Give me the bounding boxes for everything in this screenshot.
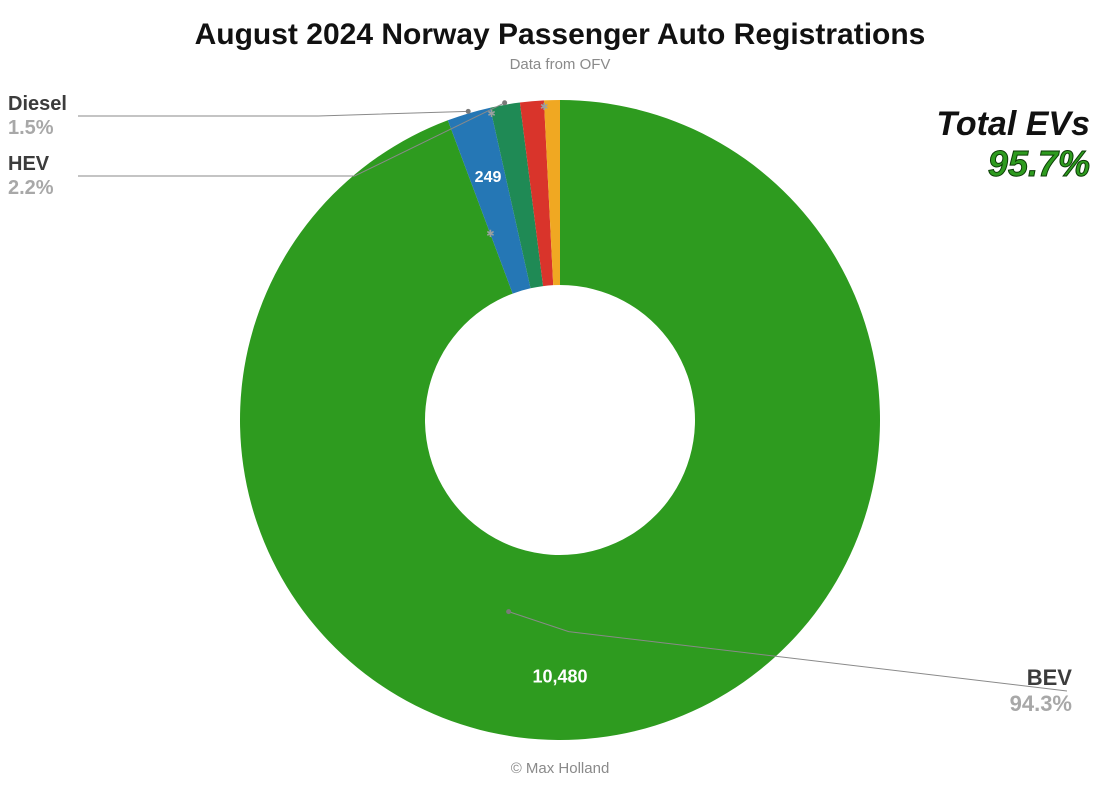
marker-star: ✱ [486, 229, 494, 240]
callout-pct-diesel: 1.5% [8, 117, 54, 139]
callout-label-diesel: Diesel [8, 93, 67, 115]
slice-value-bev: 10,480 [532, 666, 587, 686]
callout-line-diesel [78, 111, 468, 116]
slice-value-diesel: 249 [475, 169, 502, 186]
total-evs-label: Total EVs [936, 105, 1090, 144]
callout-pct-bev: 94.3% [1010, 691, 1072, 716]
callout-dot-bev [506, 609, 511, 614]
total-evs-value: 95.7% [988, 143, 1090, 185]
callout-dot-hev [502, 100, 507, 105]
callout-label-bev: BEV [1027, 665, 1073, 690]
chart-credit: © Max Holland [0, 760, 1120, 777]
marker-star: ✱ [487, 109, 495, 120]
callout-dot-diesel [466, 109, 471, 114]
callout-label-hev: HEV [8, 153, 50, 175]
marker-star: ✱ [540, 102, 548, 113]
callout-pct-hev: 2.2% [8, 177, 54, 199]
